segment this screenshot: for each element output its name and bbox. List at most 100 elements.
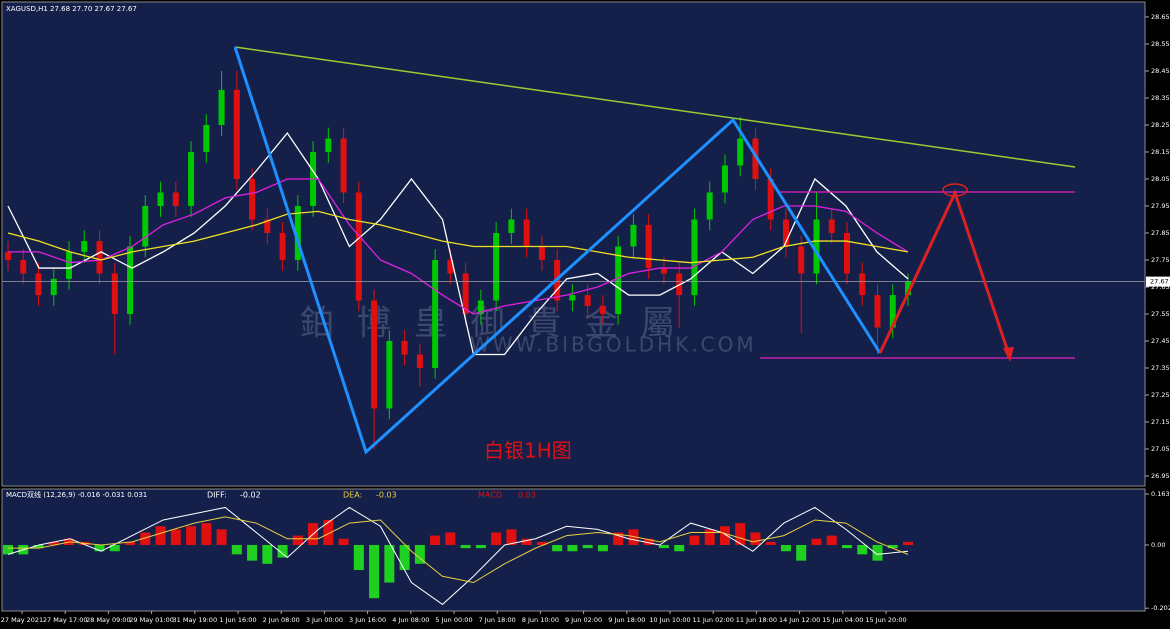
dea-value: -0.03 xyxy=(376,491,397,500)
candle-body xyxy=(5,251,11,260)
macd-bar xyxy=(735,523,746,545)
macd-bar xyxy=(552,544,563,552)
x-tick-label: 1 Jun 16:00 xyxy=(219,616,256,624)
candle-body xyxy=(142,205,149,247)
candle-body xyxy=(157,192,164,206)
x-tick-label: 5 Jun 00:00 xyxy=(435,616,472,624)
last-price-label: 27.67 xyxy=(1150,278,1169,286)
macd-bar xyxy=(3,544,13,555)
macd-bar xyxy=(674,544,685,552)
candle-body xyxy=(813,219,820,274)
candle-body xyxy=(66,251,73,279)
candle-body xyxy=(660,268,667,274)
candle-body xyxy=(203,124,210,152)
macd-bar xyxy=(521,538,532,545)
y-tick-label: -0.202 xyxy=(1151,604,1170,612)
x-tick-label: 11 Jun 02:00 xyxy=(693,616,734,624)
candle-body xyxy=(249,178,256,220)
candle-body xyxy=(447,259,454,274)
macd-bar xyxy=(582,544,593,549)
candle-body xyxy=(782,219,789,247)
x-tick-label: 3 Jun 16:00 xyxy=(349,616,386,624)
candle-body xyxy=(416,354,423,368)
candle-body xyxy=(50,278,57,296)
macd-bar xyxy=(277,544,288,558)
macd-bar xyxy=(750,532,761,545)
candle-body xyxy=(691,219,698,296)
macd-bar xyxy=(369,544,380,599)
candle-body xyxy=(355,192,362,301)
candle-body xyxy=(859,273,866,296)
macd-bar xyxy=(414,544,425,564)
x-tick-label: 3 Jun 00:00 xyxy=(306,616,343,624)
macd-bar xyxy=(231,544,242,555)
drawings xyxy=(233,46,1076,455)
y-tick-label: 27.55 xyxy=(1151,310,1170,318)
y-tick-label: 27.35 xyxy=(1151,364,1170,372)
candle-body xyxy=(523,219,530,247)
y-tick-label: 28.45 xyxy=(1151,67,1170,75)
candle-body xyxy=(279,232,286,260)
macd-bar xyxy=(48,541,59,545)
candle-body xyxy=(111,273,118,314)
dea-label: DEA: xyxy=(343,491,362,500)
candle-body xyxy=(218,89,225,125)
macd-bar xyxy=(903,541,913,545)
macd-bar xyxy=(887,544,898,549)
y-tick-label: 27.25 xyxy=(1151,391,1170,399)
y-tick-label: 0.00 xyxy=(1151,541,1165,549)
y-tick-label: 27.65 xyxy=(1151,283,1170,291)
macd-bar xyxy=(430,535,441,545)
annotation: 白银1H图 xyxy=(484,439,572,463)
candle-body xyxy=(294,205,301,260)
candle-body xyxy=(706,192,713,220)
candle-body xyxy=(96,241,103,274)
macd-bar xyxy=(491,532,502,545)
macd-bar xyxy=(292,535,303,545)
x-tick-label: 28 May 09:00 xyxy=(86,616,131,624)
arrow-head xyxy=(1003,347,1014,362)
y-tick-label: 27.45 xyxy=(1151,337,1170,345)
macd-value: 0.03 xyxy=(518,491,536,500)
macd-bar xyxy=(536,541,547,545)
x-tick-label: 11 Jun 18:00 xyxy=(736,616,777,624)
x-tick-label: 27 May 17:00 xyxy=(43,616,88,624)
y-tick-label: 27.75 xyxy=(1151,256,1170,264)
macd-bar xyxy=(857,544,868,555)
macd-bar xyxy=(140,532,151,545)
moving-average xyxy=(7,131,909,356)
candle-body xyxy=(615,246,622,314)
candle-body xyxy=(188,151,195,206)
trend-line xyxy=(234,46,1076,168)
macd-bar xyxy=(841,544,852,549)
candle-body xyxy=(721,165,728,193)
candle-body xyxy=(325,138,332,152)
chart-title: XAGUSD,H1 27.68 27.70 27.67 27.67 xyxy=(6,5,137,13)
candle-body xyxy=(340,138,347,193)
x-tick-label: 9 Jun 18:00 xyxy=(608,616,645,624)
y-tick-label: 27.05 xyxy=(1151,445,1170,453)
y-tick-label: 28.35 xyxy=(1151,94,1170,102)
diff-value: -0.02 xyxy=(240,491,261,500)
moving-average xyxy=(7,210,909,264)
candle-body xyxy=(127,246,134,314)
macd-label: MACD xyxy=(478,491,502,500)
x-tick-label: 15 Jun 20:00 xyxy=(865,616,906,624)
y-tick-label: 28.25 xyxy=(1151,121,1170,129)
candle-body xyxy=(569,295,576,301)
candle-body xyxy=(584,295,591,306)
macd-bar xyxy=(216,529,227,545)
y-tick-label: 26.95 xyxy=(1151,472,1170,480)
y-tick-label: 27.15 xyxy=(1151,418,1170,426)
candle-body xyxy=(798,246,805,274)
candle-body xyxy=(477,300,484,314)
x-tick-label: 2 Jun 08:00 xyxy=(263,616,300,624)
candle-body xyxy=(874,295,881,328)
x-tick-label: 14 Jun 12:00 xyxy=(779,616,820,624)
x-tick-label: 31 May 19:00 xyxy=(173,616,218,624)
y-tick-label: 27.95 xyxy=(1151,202,1170,210)
macd-bar xyxy=(765,541,776,545)
wave-line xyxy=(233,46,882,455)
